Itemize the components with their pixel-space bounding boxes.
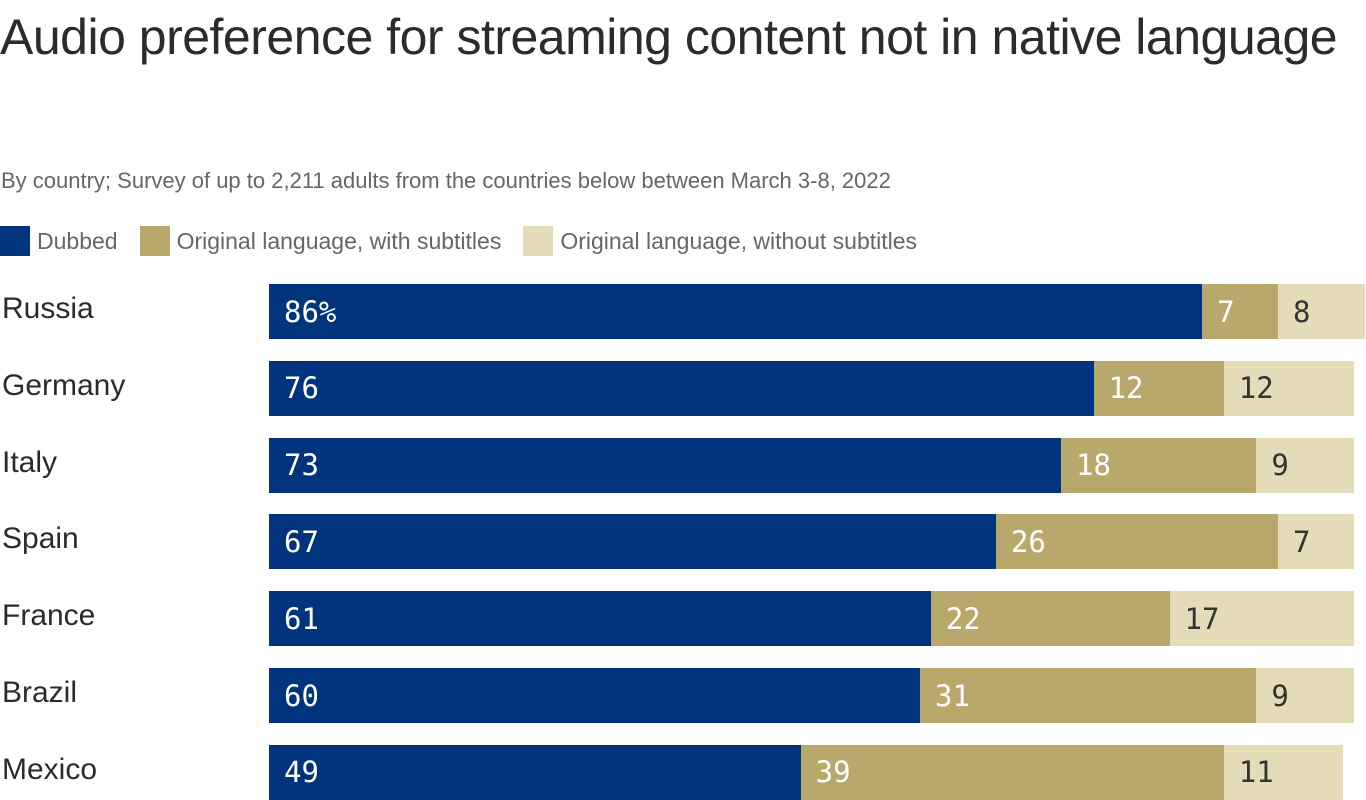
data-label: 8 (1293, 294, 1311, 329)
data-label: 60 (284, 678, 319, 713)
category-label: France (2, 599, 96, 633)
data-label: 9 (1271, 678, 1289, 713)
data-label: 22 (945, 601, 981, 636)
bar-segment: 39 (800, 744, 1224, 800)
data-label: 61 (284, 601, 319, 636)
data-label: 49 (284, 755, 319, 790)
legend-item-without-subtitles: Original language, without subtitles (523, 226, 917, 256)
bar-segment: 11 (1223, 744, 1344, 800)
category-label: Germany (2, 368, 126, 402)
bar-segment: 49 (269, 744, 801, 800)
bar-segment: 12 (1093, 360, 1224, 416)
bar-segment: 18 (1061, 437, 1257, 493)
data-label: 7 (1217, 294, 1235, 329)
bar-segment: 22 (930, 591, 1170, 647)
bar-segment: 86% (269, 284, 1203, 339)
bar-chart: Russia 86% 7 8 Germany 76 12 12 Italy 73 18 9 Spain 6… (2, 284, 1365, 800)
category-label: Spain (2, 522, 79, 556)
legend-swatch (523, 226, 554, 256)
legend-label: Original language, without subtitles (560, 227, 918, 254)
data-label: 76 (284, 371, 319, 406)
data-label: 31 (935, 678, 970, 713)
bar-segment: 8 (1278, 284, 1365, 339)
bar-segment: 7 (1278, 514, 1354, 570)
data-label: 12 (1108, 371, 1144, 406)
category-label: Mexico (2, 752, 98, 786)
data-label: 12 (1238, 371, 1274, 406)
bar-segment: 9 (1256, 437, 1354, 493)
data-label: 7 (1293, 524, 1311, 559)
legend-swatch (0, 226, 30, 256)
data-label: 18 (1076, 448, 1111, 483)
bar-segment: 73 (269, 437, 1062, 493)
bar-segment: 61 (269, 591, 931, 647)
bar-segment: 17 (1169, 591, 1354, 647)
data-label: 86% (284, 294, 337, 329)
data-label: 9 (1271, 448, 1289, 483)
legend-item-dubbed: Dubbed (0, 226, 118, 256)
bar-segment: 26 (995, 514, 1279, 570)
data-label: 26 (1010, 524, 1046, 559)
bar-segment: 12 (1223, 360, 1354, 416)
legend: Dubbed Original language, with subtitles… (0, 226, 939, 256)
data-label: 17 (1184, 601, 1220, 636)
data-label: 67 (284, 524, 319, 559)
bar-segment: 67 (269, 514, 996, 570)
bar-segment: 7 (1202, 284, 1279, 339)
legend-item-with-subtitles: Original language, with subtitles (139, 226, 502, 256)
category-label: Brazil (2, 676, 78, 709)
legend-label: Dubbed (37, 227, 118, 254)
data-label: 11 (1238, 755, 1274, 790)
category-label: Russia (2, 292, 94, 325)
data-label: 73 (284, 448, 319, 483)
bar-segment: 31 (920, 668, 1257, 723)
legend-label: Original language, with subtitles (176, 227, 502, 254)
category-label: Italy (2, 445, 58, 479)
bar-segment: 76 (269, 360, 1094, 416)
chart-subtitle: By country; Survey of up to 2,211 adults… (1, 168, 891, 193)
data-label: 39 (815, 755, 851, 790)
bar-segment: 9 (1256, 668, 1354, 723)
chart-title: Audio preference for streaming content n… (0, 9, 1338, 65)
legend-swatch (139, 226, 170, 256)
bar-segment: 60 (269, 668, 920, 723)
